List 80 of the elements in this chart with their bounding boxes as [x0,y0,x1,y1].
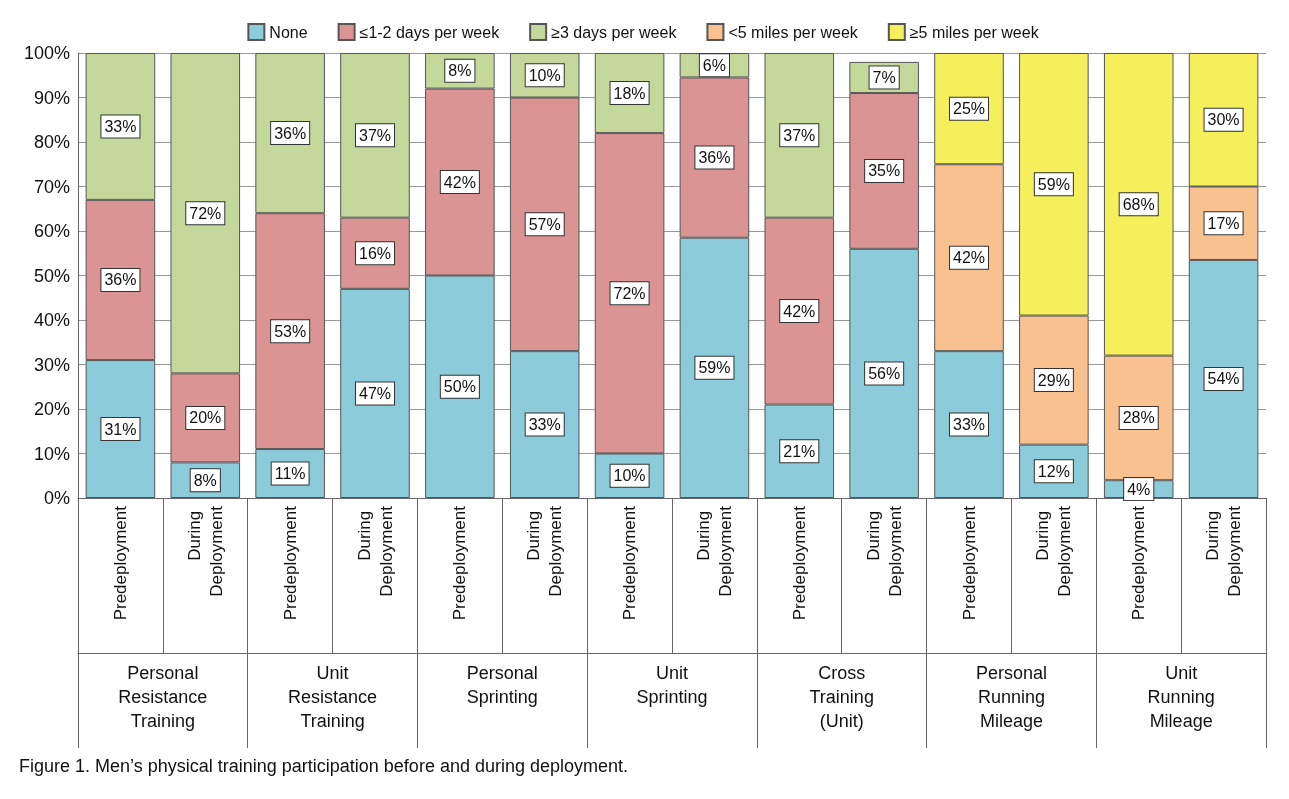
data-label: 68% [1122,195,1155,213]
x-tick-label: During Deployment [524,505,566,597]
legend-label: None [269,23,308,41]
y-tick-label: 80% [33,132,70,152]
data-label: 37% [783,126,816,144]
y-tick-label: 70% [33,176,70,197]
data-label: 16% [358,244,392,262]
x-tick-label: During Deployment [1203,505,1245,597]
y-tick-label: 90% [33,87,70,108]
data-label: 57% [528,215,561,233]
legend-label: ≤1-2 days per week [359,23,501,41]
legend-label: <5 miles per week [728,23,859,41]
data-label: 25% [952,100,986,118]
data-label: 17% [1207,214,1240,232]
data-label: 21% [783,442,816,460]
data-label: 42% [443,173,476,191]
data-label: 35% [868,162,901,180]
data-label: 8% [193,471,217,489]
data-label: 10% [528,66,561,84]
data-label: 72% [189,204,222,222]
data-label: 53% [274,322,307,340]
data-label: 59% [1037,175,1070,193]
data-label: 12% [1037,462,1070,480]
x-tick-label: Predeployment [789,505,809,621]
data-label: 7% [872,68,896,86]
data-label: 42% [952,249,986,267]
data-label: 72% [613,284,646,302]
text: Personal Sprinting [466,663,538,707]
data-label: 33% [952,416,986,434]
data-label: 59% [698,359,731,377]
y-tick-label: 20% [33,399,70,419]
data-label: 6% [702,56,726,74]
data-label: 8% [448,62,472,80]
data-label: 20% [189,409,222,427]
y-tick-label: 0% [43,488,70,508]
y-tick-label: 10% [33,443,70,464]
x-tick-label: During Deployment [863,505,905,597]
x-tick-label: During Deployment [354,505,396,597]
data-label: 33% [104,117,137,135]
data-label: 42% [783,302,816,320]
text: Cross Training (Unit) [809,663,874,731]
text: Unit Resistance Training [288,663,378,731]
data-label: 11% [274,465,306,483]
data-label: 18% [613,84,646,102]
x-tick-label: Predeployment [110,505,130,621]
data-label: 33% [528,416,561,434]
x-tick-label: Predeployment [1129,505,1149,621]
data-label: 47% [358,384,392,402]
text: Personal Resistance Training [118,663,208,731]
data-label: 50% [443,378,476,396]
x-tick-label: Predeployment [280,505,300,621]
y-tick-label: 100% [23,43,70,63]
data-label: 36% [274,124,307,142]
x-tick-label: Predeployment [620,505,640,621]
data-label: 37% [358,126,392,144]
text: Personal Running Mileage [975,663,1047,731]
x-tick-label: During Deployment [1033,505,1075,597]
y-tick-label: 30% [33,354,70,375]
data-label: 28% [1122,409,1155,427]
data-label: 30% [1207,111,1240,129]
x-tick-label: During Deployment [693,505,735,597]
y-tick-label: 60% [33,221,70,241]
data-label: 56% [868,364,901,382]
x-tick-label: Predeployment [959,505,979,621]
y-tick-label: 50% [33,265,70,286]
data-label: 29% [1037,371,1070,389]
data-label: 54% [1207,370,1240,388]
legend-label: ≥5 miles per week [909,23,1040,41]
data-label: 31% [104,420,137,438]
data-label: 4% [1127,480,1151,498]
legend-label: ≥3 days per week [551,23,678,41]
text: Unit Running Mileage [1147,663,1215,731]
data-label: 36% [104,271,137,289]
data-label: 10% [613,467,646,485]
text: Unit Sprinting [636,663,708,707]
text: Figure 1. Men’s physical training participation before and during deployment. [19,756,629,776]
x-tick-label: During Deployment [184,505,226,597]
data-label: 36% [698,149,731,167]
x-tick-label: Predeployment [450,505,470,621]
y-tick-label: 40% [33,310,70,330]
